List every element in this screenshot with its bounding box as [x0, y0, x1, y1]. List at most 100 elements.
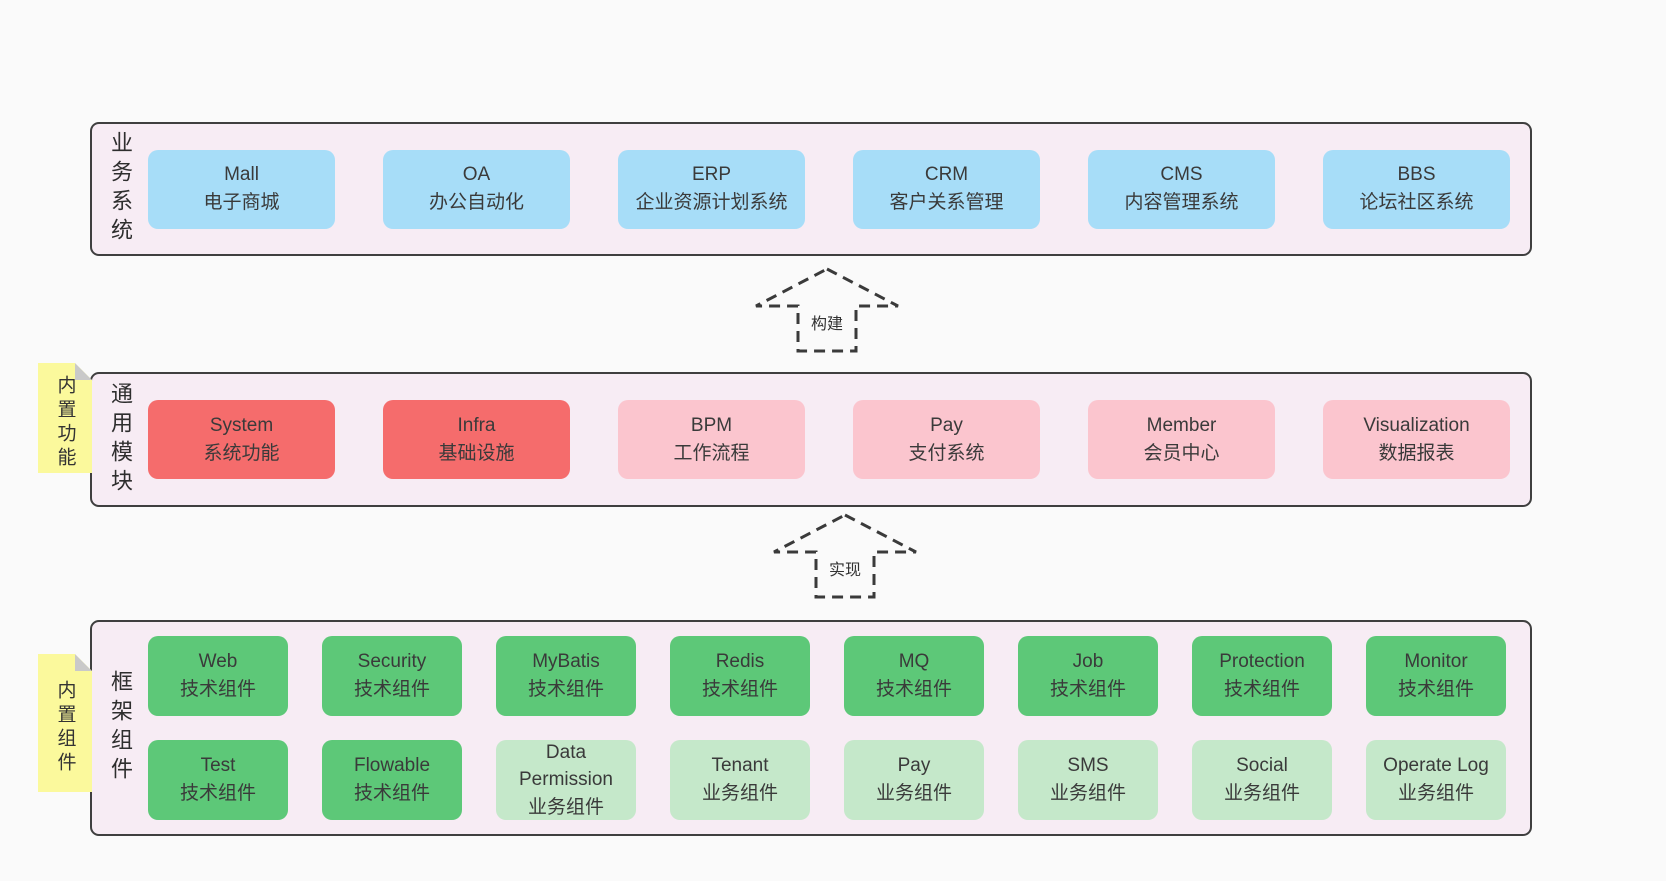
box-name: MyBatis [532, 651, 600, 673]
layer-label-column: 业务系统 [92, 124, 148, 254]
layer-label-common-modules: 通用模块 [108, 381, 133, 498]
box-name: Social [1236, 755, 1288, 777]
system-box-mall: Mall 电子商城 [148, 149, 335, 229]
box-desc: 数据报表 [1378, 442, 1455, 464]
component-box-social: Social 业务组件 [1192, 740, 1332, 820]
business-systems-layer: 业务系统 Mall 电子商城 OA 办公自动化 ERP 企业资源计划系统 CRM… [90, 122, 1532, 256]
box-name: Infra [457, 414, 496, 436]
box-desc: 内容管理系统 [1124, 192, 1239, 213]
box-name: Data Permission [519, 741, 613, 791]
component-box-security: Security 技术组件 [322, 636, 462, 716]
box-name: Security [357, 651, 427, 673]
system-box-erp: ERP 企业资源计划系统 [618, 149, 805, 229]
box-desc: 电子商城 [203, 192, 280, 213]
box-name: BPM [690, 414, 733, 436]
layer-label-business-systems: 业务系统 [108, 131, 133, 247]
layer-label-column: 框架组件 [92, 622, 148, 834]
box-desc: 技术组件 [179, 783, 256, 804]
box-name: Protection [1219, 651, 1305, 673]
box-desc: 技术组件 [353, 679, 430, 700]
box-name: MQ [898, 651, 930, 673]
module-box-visualization: Visualization 数据报表 [1323, 400, 1510, 479]
layer-label-framework-components: 框架组件 [108, 670, 133, 786]
box-desc: 会员中心 [1143, 442, 1220, 464]
folded-corner-icon [75, 363, 92, 380]
box-desc: 系统功能 [203, 442, 280, 464]
box-desc: 论坛社区系统 [1359, 192, 1474, 213]
component-box-data-permission: Data Permission 业务组件 [496, 740, 636, 820]
component-box-sms: SMS 业务组件 [1018, 740, 1158, 820]
box-name: BBS [1397, 164, 1436, 186]
box-name: Operate Log [1383, 755, 1489, 777]
module-box-bpm: BPM 工作流程 [618, 400, 805, 479]
box-name: Web [198, 651, 238, 673]
build-arrow: 构建 [752, 266, 902, 354]
box-desc: 业务组件 [1397, 783, 1474, 804]
box-desc: 技术组件 [1049, 679, 1126, 700]
box-name: CMS [1160, 164, 1203, 186]
implement-arrow: 实现 [770, 512, 920, 600]
tag-label-built-in-functions: 内置功能 [54, 375, 76, 471]
box-desc: 技术组件 [527, 679, 604, 700]
component-box-redis: Redis 技术组件 [670, 636, 810, 716]
system-box-oa: OA 办公自动化 [383, 149, 570, 229]
system-box-bbs: BBS 论坛社区系统 [1323, 149, 1510, 229]
layer-label-column: 通用模块 [92, 374, 148, 505]
box-desc: 业务组件 [875, 783, 952, 804]
box-desc: 业务组件 [1223, 783, 1300, 804]
components-row-1: Web 技术组件 Security 技术组件 MyBatis 技术组件 Redi… [148, 636, 1530, 716]
component-box-monitor: Monitor 技术组件 [1366, 636, 1506, 716]
component-box-job: Job 技术组件 [1018, 636, 1158, 716]
component-box-test: Test 技术组件 [148, 740, 288, 820]
box-name: CRM [924, 164, 969, 186]
box-name: Flowable [353, 755, 431, 777]
system-box-crm: CRM 客户关系管理 [853, 149, 1040, 229]
box-name: Test [200, 755, 236, 777]
component-box-web: Web 技术组件 [148, 636, 288, 716]
box-desc: 业务组件 [701, 783, 778, 804]
box-name: Pay [897, 755, 931, 777]
box-name: Mall [224, 164, 259, 186]
framework-components-layer: 框架组件 Web 技术组件 Security 技术组件 MyBatis 技术组件… [90, 620, 1532, 836]
common-modules-layer: 通用模块 System 系统功能 Infra 基础设施 BPM 工作流程 Pay… [90, 372, 1532, 507]
box-name: SMS [1067, 755, 1109, 777]
box-name: OA [462, 164, 491, 186]
component-box-operate-log: Operate Log 业务组件 [1366, 740, 1506, 820]
box-desc: 办公自动化 [428, 192, 524, 213]
box-desc: 技术组件 [1223, 679, 1300, 700]
component-box-protection: Protection 技术组件 [1192, 636, 1332, 716]
common-modules-boxes: System 系统功能 Infra 基础设施 BPM 工作流程 Pay 支付系统… [148, 374, 1530, 505]
business-systems-boxes: Mall 电子商城 OA 办公自动化 ERP 企业资源计划系统 CRM 客户关系… [148, 124, 1530, 254]
components-row-2: Test 技术组件 Flowable 技术组件 Data Permission … [148, 740, 1530, 820]
module-box-member: Member 会员中心 [1088, 400, 1275, 479]
box-desc: 工作流程 [673, 442, 750, 464]
component-box-tenant: Tenant 业务组件 [670, 740, 810, 820]
module-box-pay: Pay 支付系统 [853, 400, 1040, 479]
box-desc: 基础设施 [438, 442, 515, 464]
system-box-cms: CMS 内容管理系统 [1088, 149, 1275, 229]
built-in-components-tag: 内置组件 [38, 654, 92, 792]
box-desc: 企业资源计划系统 [635, 192, 788, 213]
box-desc: 业务组件 [1049, 783, 1126, 804]
framework-components-boxes: Web 技术组件 Security 技术组件 MyBatis 技术组件 Redi… [148, 622, 1530, 834]
box-desc: 业务组件 [527, 796, 604, 818]
box-name: Job [1072, 651, 1104, 673]
component-box-mybatis: MyBatis 技术组件 [496, 636, 636, 716]
module-box-infra: Infra 基础设施 [383, 400, 570, 479]
box-desc: 技术组件 [353, 783, 430, 804]
component-box-pay: Pay 业务组件 [844, 740, 984, 820]
box-desc: 技术组件 [875, 679, 952, 700]
box-name: Monitor [1404, 651, 1468, 673]
box-name: Redis [715, 651, 765, 673]
built-in-functions-tag: 内置功能 [38, 363, 92, 473]
build-arrow-label: 构建 [807, 310, 847, 334]
component-box-mq: MQ 技术组件 [844, 636, 984, 716]
box-name: Pay [930, 414, 963, 436]
box-desc: 技术组件 [1397, 679, 1474, 700]
implement-arrow-label: 实现 [825, 556, 865, 580]
box-name: Tenant [711, 755, 769, 777]
tag-label-built-in-components: 内置组件 [54, 680, 76, 776]
box-name: System [209, 414, 274, 436]
box-name: Visualization [1363, 414, 1470, 436]
